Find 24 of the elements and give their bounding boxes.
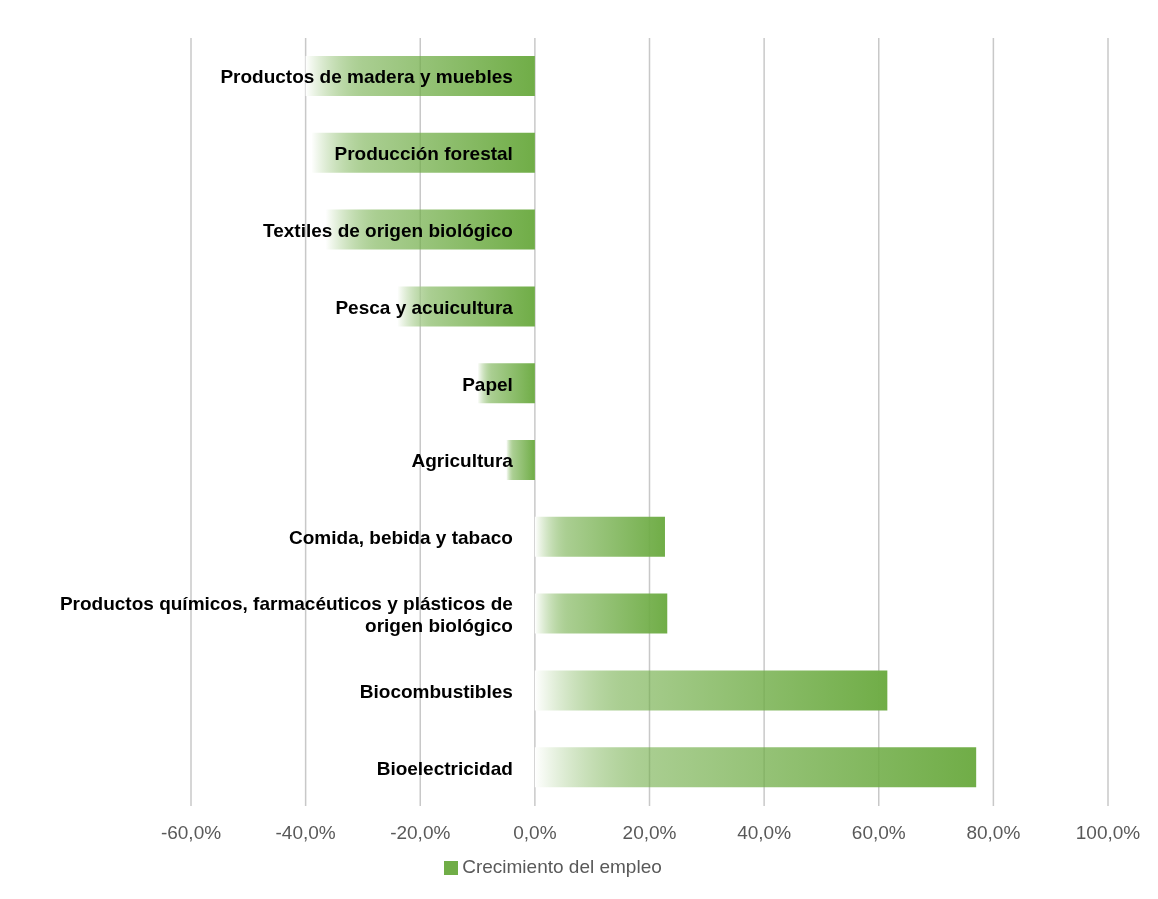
x-tick-label: 100,0% (1075, 822, 1141, 844)
x-tick-label: -60,0% (160, 822, 222, 844)
y-tick-label: Producción forestal (334, 142, 513, 164)
y-tick-label: Agricultura (411, 449, 514, 471)
x-tick-label: -20,0% (390, 822, 451, 844)
y-tick-label: Comida, bebida y tabaco (289, 526, 513, 548)
y-tick-label: Pesca y acuicultura (335, 296, 514, 318)
y-tick-label: Papel (462, 373, 513, 395)
bar (534, 516, 665, 557)
bar (534, 670, 888, 711)
y-tick-label: Biocombustibles (359, 680, 513, 702)
y-tick-label: Bioelectricidad (376, 757, 513, 779)
y-tick-label: Productos químicos, farmacéuticos y plásticos de origen biológico (59, 592, 513, 636)
x-tick-label: 60,0% (851, 822, 906, 844)
y-tick-label: Textiles de origen biológico (263, 219, 513, 241)
x-tick-label: 0,0% (513, 822, 557, 844)
bar (534, 747, 977, 788)
x-tick-label: -40,0% (275, 822, 336, 844)
y-tick-label: Productos de madera y muebles (220, 65, 513, 87)
x-tick-label: 20,0% (622, 822, 677, 844)
bar (534, 593, 668, 634)
x-tick-label: 80,0% (966, 822, 1021, 844)
x-tick-label: 40,0% (737, 822, 792, 844)
legend-label: Crecimiento del empleo (462, 856, 662, 877)
